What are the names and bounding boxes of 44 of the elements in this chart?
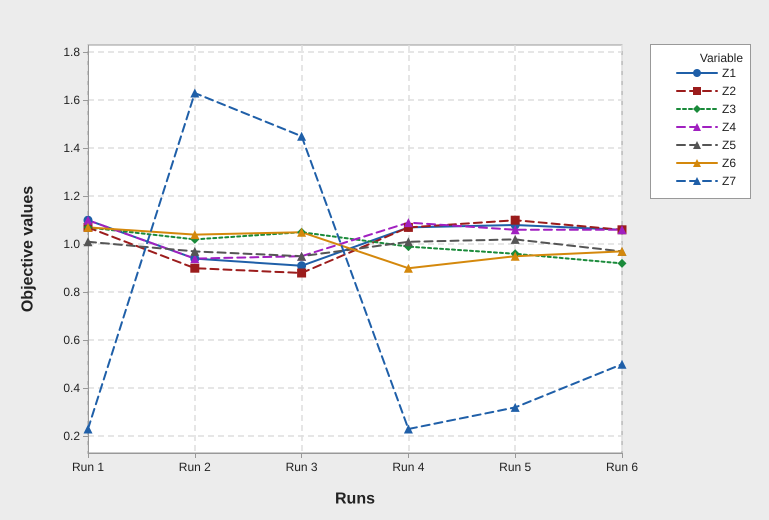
- point: [404, 218, 413, 228]
- y-axis-title: Objective values: [20, 186, 36, 312]
- y-tick-label: 1.6: [63, 93, 80, 108]
- legend-label: Z2: [722, 84, 736, 98]
- point: [297, 132, 306, 141]
- y-tick-label: 0.6: [63, 333, 80, 348]
- x-tick-label: Run 6: [606, 460, 638, 474]
- point: [510, 225, 520, 234]
- point: [84, 237, 92, 246]
- y-tick-label: 1.4: [63, 141, 80, 156]
- x-tick-label: Run 1: [72, 460, 104, 474]
- x-tick-label: Run 2: [178, 460, 212, 474]
- point: [190, 246, 200, 256]
- legend-label: Z6: [722, 156, 736, 170]
- point: [190, 264, 200, 273]
- x-tick-label: Run 4: [392, 460, 425, 474]
- point: [190, 230, 200, 240]
- point: [510, 402, 520, 412]
- legend-title: Variable: [700, 51, 744, 65]
- legend-label: Z5: [722, 138, 736, 152]
- y-tick-label: 0.8: [63, 285, 80, 300]
- point: [297, 268, 306, 278]
- point: [618, 360, 626, 369]
- point: [510, 252, 520, 261]
- x-tick-label: Run 5: [499, 460, 532, 474]
- point: [404, 424, 413, 434]
- y-tick-label: 1.0: [63, 237, 80, 252]
- point: [404, 237, 413, 246]
- legend-label: Z3: [722, 102, 736, 116]
- x-tick-label: Run 3: [286, 460, 318, 474]
- point: [84, 424, 92, 434]
- legend-label: Z1: [722, 66, 736, 80]
- legend-label: Z7: [722, 174, 736, 188]
- legend-label: Z4: [722, 120, 736, 134]
- y-tick-label: 0.4: [63, 381, 80, 396]
- point: [510, 234, 520, 244]
- point: [618, 258, 626, 268]
- y-tick-label: 1.2: [63, 189, 80, 204]
- point: [190, 88, 200, 98]
- point: [510, 216, 520, 225]
- x-axis-title: Runs: [335, 490, 376, 508]
- y-tick-label: 0.2: [63, 429, 80, 444]
- y-tick-label: 1.8: [63, 45, 80, 60]
- point: [404, 264, 413, 273]
